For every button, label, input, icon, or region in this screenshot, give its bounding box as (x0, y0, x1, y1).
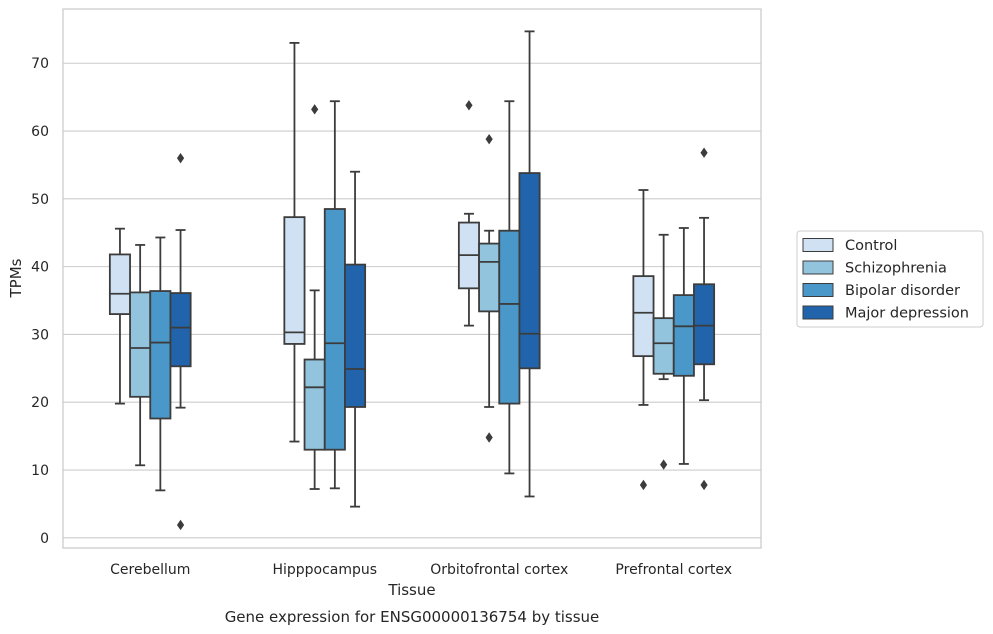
chart-caption: Gene expression for ENSG00000136754 by t… (225, 608, 600, 626)
legend-frame (796, 230, 984, 328)
legend-swatch (802, 283, 834, 297)
x-tick-label: Prefrontal cortex (615, 562, 732, 578)
box-major-depression-0 (169, 152, 192, 531)
box-major-depression-2 (518, 30, 541, 498)
box-control-0 (108, 227, 131, 405)
y-tick-label: 20 (31, 395, 49, 411)
x-tick-label: Orbitofrontal cortex (430, 562, 568, 578)
box-iqr (323, 208, 346, 451)
box-major-depression-3 (693, 147, 716, 491)
outlier-point (485, 133, 493, 145)
y-tick-label: 70 (31, 56, 49, 72)
box-iqr (672, 294, 695, 377)
box-series (108, 30, 716, 531)
outlier-point (176, 152, 185, 164)
outlier-point (176, 519, 185, 531)
box-schizophrenia-3 (652, 233, 675, 470)
x-axis-label: Tissue (387, 581, 435, 599)
box-iqr (518, 172, 541, 370)
box-iqr (632, 275, 655, 358)
box-iqr (108, 253, 131, 315)
box-iqr (303, 358, 326, 451)
legend-swatch (802, 260, 834, 275)
box-iqr (693, 283, 716, 366)
legend-label: Schizophrenia (845, 261, 947, 277)
x-tick-labels: Cerebellum Hipppocampus Orbitofrontal cort… (110, 562, 732, 578)
y-tick-label: 10 (31, 463, 49, 479)
outlier-point (660, 459, 668, 470)
outlier-point (639, 479, 648, 491)
box-control-3 (632, 189, 655, 491)
outlier-point (485, 432, 493, 443)
box-iqr (169, 292, 192, 368)
y-tick-label: 60 (31, 124, 49, 140)
box-schizophrenia-1 (303, 104, 326, 490)
legend: Control Schizophrenia Bipolar disorder Majo… (796, 230, 984, 328)
box-control-1 (283, 41, 306, 443)
y-tick-label: 30 (31, 327, 49, 343)
box-iqr (498, 229, 521, 405)
box-iqr (283, 216, 306, 345)
y-tick-label: 50 (31, 192, 49, 208)
box-iqr (344, 263, 367, 408)
outlier-point (311, 104, 319, 115)
box-major-depression-1 (344, 170, 367, 508)
box-bipolar-disorder-3 (672, 227, 695, 465)
plot-area-background (63, 9, 761, 548)
box-iqr (129, 291, 152, 398)
outlier-point (700, 147, 708, 158)
plot-frame (62, 8, 762, 549)
y-tick-label: 40 (31, 260, 49, 276)
outlier-point (465, 100, 473, 111)
legend-swatch (802, 238, 834, 252)
x-tick-label: Cerebellum (110, 562, 190, 578)
box-iqr (478, 242, 501, 313)
legend-label: Major depression (845, 306, 969, 322)
x-tick-label: Hipppocampus (272, 562, 377, 578)
y-tick-labels: 0 10 20 30 40 50 60 70 (31, 56, 49, 547)
y-axis-label: TPMs (7, 258, 25, 298)
legend-label: Bipolar disorder (845, 283, 960, 299)
outlier-point (700, 479, 708, 491)
box-iqr (652, 317, 675, 375)
legend-swatch (802, 305, 834, 320)
y-tick-label: 0 (40, 531, 49, 547)
legend-label: Control (845, 238, 897, 254)
box-iqr (149, 290, 172, 420)
